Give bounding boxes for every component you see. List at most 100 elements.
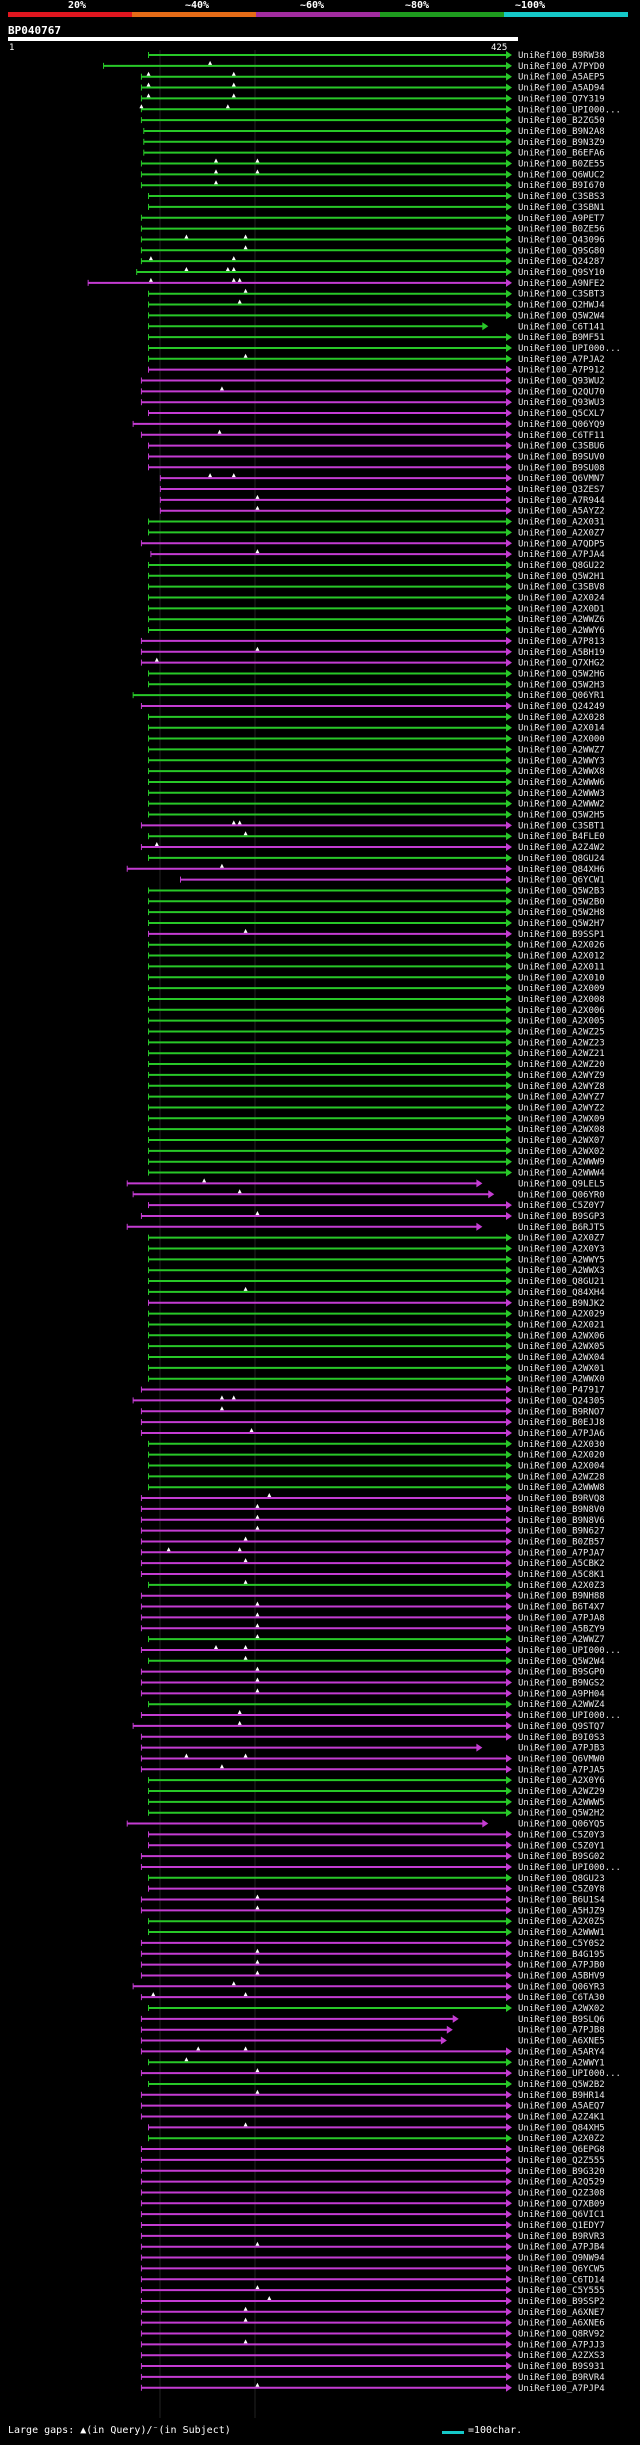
hit-label[interactable]: UniRef100_C3SBT1 (518, 821, 605, 831)
hit-label[interactable]: UniRef100_P47917 (518, 1386, 605, 1396)
hit-label[interactable]: UniRef100_Q9NW94 (518, 2254, 605, 2264)
hit-label[interactable]: UniRef100_B9N3Z9 (518, 138, 605, 148)
hit-label[interactable]: UniRef100_A2WZ25 (518, 1028, 605, 1038)
hit-label[interactable]: UniRef100_A2WYZ9 (518, 1071, 605, 1081)
hit-label[interactable]: UniRef100_A2WWZ6 (518, 615, 605, 625)
hit-label[interactable]: UniRef100_Q2Z555 (518, 2156, 605, 2166)
hit-label[interactable]: UniRef100_UPI000... (518, 1646, 621, 1656)
hit-label[interactable]: UniRef100_Q6EPG8 (518, 2145, 605, 2155)
hit-label[interactable]: UniRef100_A2X014 (518, 724, 605, 734)
hit-label[interactable]: UniRef100_A2WZ29 (518, 1787, 605, 1797)
hit-label[interactable]: UniRef100_Q6WUC2 (518, 170, 605, 180)
hit-label[interactable]: UniRef100_A2WWW4 (518, 1169, 605, 1179)
hit-label[interactable]: UniRef100_A5HJZ9 (518, 1906, 605, 1916)
hit-label[interactable]: UniRef100_Q7XB09 (518, 2199, 605, 2209)
hit-label[interactable]: UniRef100_A9NFE2 (518, 279, 605, 289)
hit-label[interactable]: UniRef100_Q7Y319 (518, 94, 605, 104)
hit-label[interactable]: UniRef100_B9SSP1 (518, 930, 605, 940)
hit-label[interactable]: UniRef100_B9SUV0 (518, 452, 605, 462)
hit-label[interactable]: UniRef100_A2X0Z7 (518, 528, 605, 538)
hit-label[interactable]: UniRef100_A5AEP5 (518, 73, 605, 83)
hit-label[interactable]: UniRef100_C3SBT3 (518, 290, 605, 300)
hit-label[interactable]: UniRef100_A2X006 (518, 1006, 605, 1016)
hit-label[interactable]: UniRef100_Q2Z308 (518, 2188, 605, 2198)
hit-label[interactable]: UniRef100_A2ZXS3 (518, 2351, 605, 2361)
hit-label[interactable]: UniRef100_Q5CXL7 (518, 409, 605, 419)
hit-label[interactable]: UniRef100_Q5W2B0 (518, 897, 605, 907)
hit-label[interactable]: UniRef100_A2X0D1 (518, 604, 605, 614)
hit-label[interactable]: UniRef100_A2WYZ7 (518, 1093, 605, 1103)
hit-label[interactable]: UniRef100_Q8GU21 (518, 1277, 605, 1287)
hit-label[interactable]: UniRef100_A2X021 (518, 1320, 605, 1330)
hit-label[interactable]: UniRef100_Q6YCW1 (518, 876, 605, 886)
hit-label[interactable]: UniRef100_B9N8V0 (518, 1505, 605, 1515)
hit-label[interactable]: UniRef100_A2WX01 (518, 1364, 605, 1374)
hit-label[interactable]: UniRef100_A2WYZ8 (518, 1082, 605, 1092)
hit-label[interactable]: UniRef100_B9RNO7 (518, 1407, 605, 1417)
hit-label[interactable]: UniRef100_A7PJA7 (518, 1548, 605, 1558)
hit-label[interactable]: UniRef100_Q5W2H2 (518, 1809, 605, 1819)
hit-label[interactable]: UniRef100_A2WWW3 (518, 789, 605, 799)
hit-label[interactable]: UniRef100_A2Z4W2 (518, 843, 605, 853)
hit-label[interactable]: UniRef100_Q9STQ7 (518, 1722, 605, 1732)
hit-label[interactable]: UniRef100_B9MF51 (518, 333, 605, 343)
hit-label[interactable]: UniRef100_B9S931 (518, 2362, 605, 2372)
hit-label[interactable]: UniRef100_Q2QU70 (518, 387, 605, 397)
hit-label[interactable]: UniRef100_A2WWW9 (518, 1158, 605, 1168)
hit-label[interactable]: UniRef100_A2X030 (518, 1440, 605, 1450)
hit-label[interactable]: UniRef100_A2X012 (518, 952, 605, 962)
hit-label[interactable]: UniRef100_Q9SG80 (518, 246, 605, 256)
hit-label[interactable]: UniRef100_B9SG02 (518, 1852, 605, 1862)
hit-label[interactable]: UniRef100_B0EJJ8 (518, 1418, 605, 1428)
hit-label[interactable]: UniRef100_A2WZ21 (518, 1049, 605, 1059)
hit-label[interactable]: UniRef100_A7PJB3 (518, 1744, 605, 1754)
hit-label[interactable]: UniRef100_A7P813 (518, 637, 605, 647)
hit-label[interactable]: UniRef100_C5Z0Y1 (518, 1841, 605, 1851)
hit-label[interactable]: UniRef100_A2WWW5 (518, 1798, 605, 1808)
hit-label[interactable]: UniRef100_A2WX02 (518, 2004, 605, 2014)
hit-label[interactable]: UniRef100_A2WX07 (518, 1136, 605, 1146)
hit-label[interactable]: UniRef100_C5Y0S2 (518, 1939, 605, 1949)
hit-label[interactable]: UniRef100_A2WWW2 (518, 800, 605, 810)
hit-label[interactable]: UniRef100_A2X009 (518, 984, 605, 994)
hit-label[interactable]: UniRef100_A7PJA8 (518, 1613, 605, 1623)
hit-label[interactable]: UniRef100_A7PJJ3 (518, 2340, 605, 2350)
hit-label[interactable]: UniRef100_C5Y555 (518, 2286, 605, 2296)
hit-label[interactable]: UniRef100_A6XNE6 (518, 2319, 605, 2329)
hit-label[interactable]: UniRef100_A2WWW1 (518, 1928, 605, 1938)
hit-label[interactable]: UniRef100_A2WWY5 (518, 1255, 605, 1265)
hit-label[interactable]: UniRef100_A2X026 (518, 941, 605, 951)
hit-label[interactable]: UniRef100_Q6VIC1 (518, 2210, 605, 2220)
hit-label[interactable]: UniRef100_C3SBU6 (518, 442, 605, 452)
hit-label[interactable]: UniRef100_UPI000... (518, 105, 621, 115)
hit-label[interactable]: UniRef100_Q8RV92 (518, 2330, 605, 2340)
hit-label[interactable]: UniRef100_A5BH19 (518, 648, 605, 658)
hit-label[interactable]: UniRef100_A2Q529 (518, 2178, 605, 2188)
hit-label[interactable]: UniRef100_A5AYZ2 (518, 507, 605, 517)
hit-label[interactable]: UniRef100_A7PJP4 (518, 2384, 605, 2394)
hit-label[interactable]: UniRef100_Q84XH4 (518, 1288, 605, 1298)
hit-label[interactable]: UniRef100_A6XNE7 (518, 2308, 605, 2318)
hit-label[interactable]: UniRef100_Q5W2W4 (518, 1657, 605, 1667)
hit-label[interactable]: UniRef100_Q06YR1 (518, 691, 605, 701)
hit-label[interactable]: UniRef100_B0ZB57 (518, 1537, 605, 1547)
hit-label[interactable]: UniRef100_Q93WU3 (518, 398, 605, 408)
hit-label[interactable]: UniRef100_A2X004 (518, 1462, 605, 1472)
hit-label[interactable]: UniRef100_Q6YCW5 (518, 2264, 605, 2274)
hit-label[interactable]: UniRef100_C5Z0Y8 (518, 1885, 605, 1895)
hit-label[interactable]: UniRef100_C5Z0Y3 (518, 1830, 605, 1840)
hit-label[interactable]: UniRef100_A6XNE5 (518, 2037, 605, 2047)
hit-label[interactable]: UniRef100_A9PH04 (518, 1689, 605, 1699)
hit-label[interactable]: UniRef100_A5ARY4 (518, 2047, 605, 2057)
hit-label[interactable]: UniRef100_B4FLE0 (518, 832, 605, 842)
hit-label[interactable]: UniRef100_A7PJB8 (518, 2026, 605, 2036)
hit-label[interactable]: UniRef100_C6T141 (518, 322, 605, 332)
hit-label[interactable]: UniRef100_A9PET7 (518, 214, 605, 224)
hit-label[interactable]: UniRef100_B6T4X7 (518, 1603, 605, 1613)
hit-label[interactable]: UniRef100_A2WWX3 (518, 1266, 605, 1276)
hit-label[interactable]: UniRef100_Q06YR0 (518, 1190, 605, 1200)
hit-label[interactable]: UniRef100_A2WX06 (518, 1331, 605, 1341)
hit-label[interactable]: UniRef100_Q06YQ5 (518, 1820, 605, 1830)
hit-label[interactable]: UniRef100_A7R944 (518, 496, 605, 506)
hit-label[interactable]: UniRef100_C6TF11 (518, 431, 605, 441)
